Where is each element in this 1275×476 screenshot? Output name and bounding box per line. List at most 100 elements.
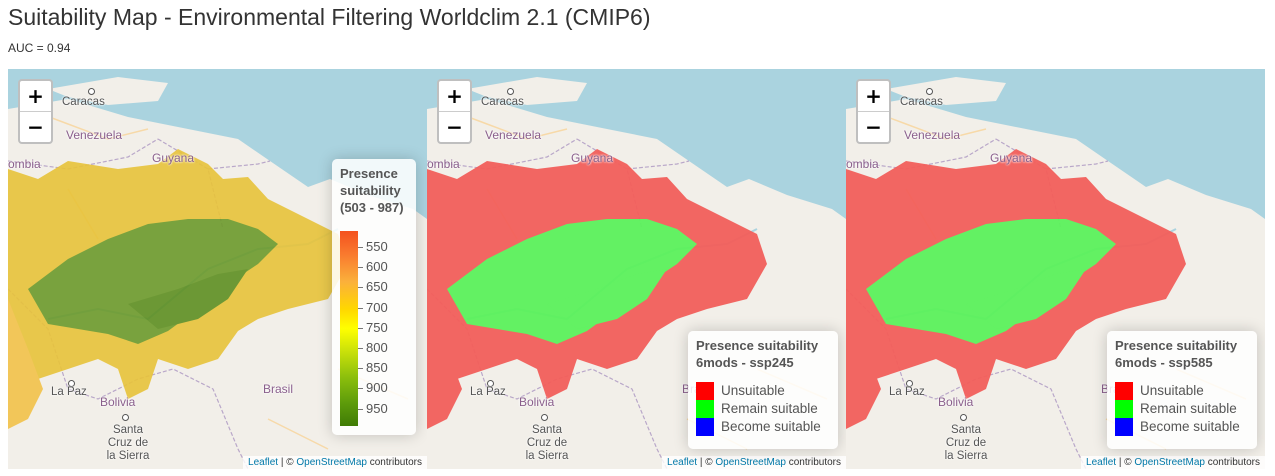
- leaflet-link[interactable]: Leaflet: [248, 457, 279, 468]
- legend-title-line2: suitability: [340, 183, 401, 198]
- label-guyana: Guyana: [571, 151, 614, 165]
- leaflet-link[interactable]: Leaflet: [667, 457, 698, 468]
- attribution-contributors: contributors: [1207, 457, 1260, 468]
- zoom-out-button[interactable]: −: [858, 111, 889, 142]
- label-colombia: ombia: [427, 157, 460, 171]
- legend-tick-label: 600: [366, 259, 388, 275]
- legend-tick: [358, 327, 363, 329]
- attribution-contributors: contributors: [369, 457, 422, 468]
- legend-tick-label: 850: [366, 360, 388, 376]
- categorical-legend: Presence suitability 6mods - ssp585 Unsuit…: [1107, 331, 1257, 449]
- label-guyana: Guyana: [990, 151, 1033, 165]
- legend-tick: [358, 307, 363, 309]
- osm-link[interactable]: OpenStreetMap: [1134, 457, 1205, 468]
- legend-tick: [358, 247, 363, 248]
- suitability-raster: [427, 149, 767, 429]
- city-marker-icon: [122, 414, 129, 421]
- legend-swatch: [1115, 382, 1133, 400]
- legend-item-label: Unsuitable: [721, 383, 785, 398]
- legend-swatch: [1115, 418, 1133, 436]
- city-marker-icon: [906, 380, 913, 387]
- city-marker-icon: [960, 414, 967, 421]
- legend-title-line1: Presence suitability: [696, 338, 819, 353]
- legend-tick-label: 700: [366, 299, 388, 315]
- legend-swatch: [696, 382, 714, 400]
- continuous-legend: Presence suitability (503 - 987) 550 600 650 7…: [332, 159, 416, 435]
- city-marker-icon: [487, 380, 494, 387]
- attribution-separator: | ©: [699, 457, 713, 468]
- attribution-separator: | ©: [280, 457, 294, 468]
- legend-tick: [358, 368, 363, 370]
- legend-tick: [358, 267, 363, 269]
- osm-link[interactable]: OpenStreetMap: [296, 457, 367, 468]
- map-panel-2[interactable]: + − Caracas Venezuela ombia Guyana La Pa…: [427, 69, 846, 469]
- legend-tick-label: 750: [366, 319, 388, 335]
- label-la-paz: La Paz: [51, 386, 87, 398]
- zoom-control: + −: [18, 79, 53, 144]
- suitability-raster: [8, 149, 348, 429]
- legend-item-label: Become suitable: [721, 419, 821, 434]
- legend-tick-label: 650: [366, 279, 388, 295]
- zoom-in-button[interactable]: +: [27, 84, 44, 108]
- legend-item-label: Become suitable: [1140, 419, 1240, 434]
- attribution-separator: | ©: [1118, 457, 1132, 468]
- city-marker-icon: [68, 380, 75, 387]
- label-santa-cruz: Santa Cruz de la Sierra: [944, 424, 988, 462]
- legend-tick: [358, 408, 363, 410]
- map-panel-3[interactable]: + − Caracas Venezuela ombia Guyana La Pa…: [846, 69, 1265, 469]
- legend-swatch: [1115, 400, 1133, 418]
- legend-tick: [358, 348, 363, 349]
- label-la-paz: La Paz: [889, 386, 925, 398]
- zoom-out-button[interactable]: −: [439, 111, 470, 142]
- label-bolivia: Bolivia: [938, 395, 974, 409]
- label-la-paz: La Paz: [470, 386, 506, 398]
- page-title: Suitability Map - Environmental Filterin…: [8, 4, 651, 30]
- legend-tick-label: 900: [366, 380, 388, 396]
- zoom-control: + −: [856, 79, 891, 144]
- city-marker-icon: [541, 414, 548, 421]
- label-caracas: Caracas: [481, 96, 524, 108]
- map-attribution: Leaflet | © OpenStreetMap contributors: [243, 456, 427, 469]
- label-colombia: ombia: [8, 157, 41, 171]
- label-bolivia: Bolivia: [100, 395, 136, 409]
- legend-tick-label: 550: [366, 239, 388, 254]
- legend-title-line1: Presence: [340, 166, 398, 181]
- label-guyana: Guyana: [152, 151, 195, 165]
- attribution-contributors: contributors: [788, 457, 841, 468]
- osm-link[interactable]: OpenStreetMap: [715, 457, 786, 468]
- legend-title-line1: Presence suitability: [1115, 338, 1238, 353]
- label-colombia: ombia: [846, 157, 879, 171]
- label-bolivia: Bolivia: [519, 395, 555, 409]
- categorical-legend: Presence suitability 6mods - ssp245 Unsuit…: [688, 331, 838, 449]
- legend-item-label: Remain suitable: [721, 401, 818, 416]
- zoom-in-button[interactable]: +: [446, 84, 463, 108]
- legend-tick: [358, 287, 363, 289]
- legend-tick-label: 800: [366, 340, 388, 355]
- label-venezuela: Venezuela: [904, 128, 961, 142]
- suitability-raster: [846, 149, 1186, 429]
- label-caracas: Caracas: [900, 96, 943, 108]
- legend-title-line3: (503 - 987): [340, 200, 404, 215]
- label-venezuela: Venezuela: [485, 128, 542, 142]
- city-marker-icon: [88, 88, 95, 95]
- label-caracas: Caracas: [62, 96, 105, 108]
- map-panel-1[interactable]: + − Caracas Venezuela ombia Guyana La Pa…: [8, 69, 427, 469]
- legend-tick: [358, 388, 363, 390]
- legend-swatch: [696, 400, 714, 418]
- zoom-in-button[interactable]: +: [865, 84, 882, 108]
- label-santa-cruz: Santa Cruz de la Sierra: [525, 424, 569, 462]
- legend-item-label: Unsuitable: [1140, 383, 1204, 398]
- zoom-control: + −: [437, 79, 472, 144]
- city-marker-icon: [507, 88, 514, 95]
- map-attribution: Leaflet | © OpenStreetMap contributors: [1081, 456, 1265, 469]
- zoom-out-button[interactable]: −: [20, 111, 51, 142]
- leaflet-link[interactable]: Leaflet: [1086, 457, 1117, 468]
- label-santa-cruz: Santa Cruz de la Sierra: [106, 424, 150, 462]
- legend-title-line2: 6mods - ssp245: [696, 355, 794, 370]
- label-brasil: Brasil: [263, 382, 294, 396]
- legend-item-label: Remain suitable: [1140, 401, 1237, 416]
- map-attribution: Leaflet | © OpenStreetMap contributors: [662, 456, 846, 469]
- legend-tick-label: 950: [366, 400, 388, 416]
- auc-value: AUC = 0.94: [8, 41, 71, 55]
- legend-gradient: [340, 231, 358, 426]
